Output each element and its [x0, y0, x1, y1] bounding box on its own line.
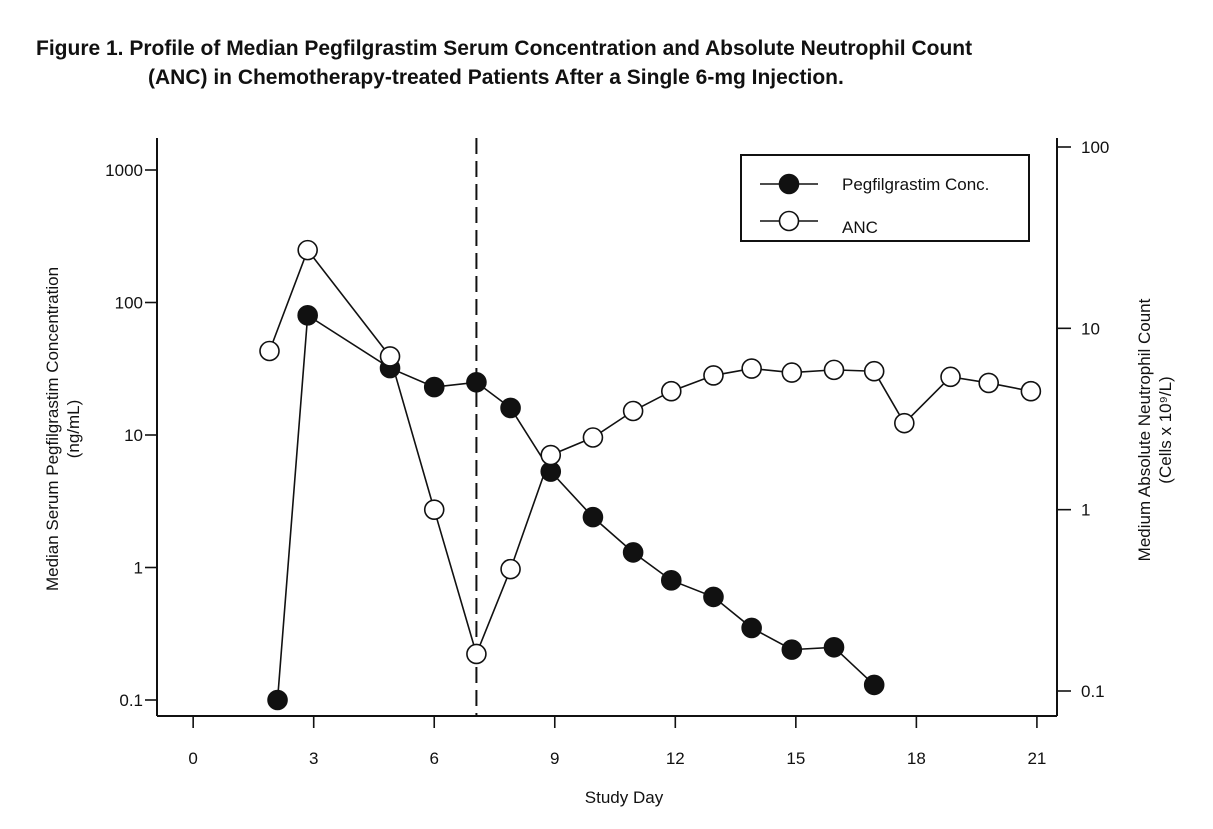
data-point-anc — [660, 380, 682, 402]
data-point-pegfilgrastim — [781, 639, 803, 660]
legend-label-anc: ANC — [842, 218, 878, 237]
data-point-anc — [540, 444, 562, 466]
right-tick-label: 0.1 — [1081, 682, 1105, 701]
data-point-anc — [423, 499, 445, 520]
data-point-pegfilgrastim — [466, 371, 487, 393]
left-tick-label: 1000 — [105, 161, 143, 180]
data-point-anc — [582, 427, 604, 448]
legend: Pegfilgrastim Conc. ANC — [740, 154, 1030, 242]
legend-label-pegfilgrastim: Pegfilgrastim Conc. — [842, 175, 989, 194]
data-point-pegfilgrastim — [423, 376, 445, 398]
left-tick-label: 10 — [124, 426, 143, 445]
x-tick-label: 6 — [429, 749, 438, 768]
data-point-pegfilgrastim — [500, 397, 521, 419]
chart-axes: 0 3 6 9 12 15 18 21 0.1 1 10 100 1000 0.1 1 10 100 — [105, 138, 1109, 768]
data-point-anc — [703, 365, 724, 386]
data-point-anc — [259, 340, 280, 362]
x-tick-label: 18 — [907, 749, 926, 768]
left-axis-title-line-1: Median Serum Pegfilgrastim Concentration — [43, 267, 62, 591]
x-tick-label: 9 — [550, 749, 559, 768]
data-point-anc — [863, 360, 885, 382]
left-tick-label: 1 — [134, 559, 143, 578]
series-group — [259, 239, 1042, 711]
data-point-pegfilgrastim — [267, 689, 288, 711]
data-point-pegfilgrastim — [703, 586, 724, 608]
figure-title-line-2: (ANC) in Chemotherapy-treated Patients A… — [148, 66, 844, 89]
x-tick-label: 0 — [188, 749, 197, 768]
x-tick-label: 21 — [1027, 749, 1046, 768]
data-point-pegfilgrastim — [660, 570, 682, 591]
legend-marker-anc — [778, 210, 800, 232]
data-point-anc — [297, 239, 318, 261]
data-point-pegfilgrastim — [582, 506, 604, 528]
right-axis-title-line-1: Medium Absolute Neutrophil Count — [1135, 298, 1154, 561]
x-tick-label: 12 — [666, 749, 685, 768]
data-point-anc — [940, 366, 961, 388]
data-point-anc — [978, 372, 999, 394]
right-tick-label: 10 — [1081, 319, 1100, 338]
left-tick-label: 0.1 — [119, 691, 143, 710]
data-point-anc — [500, 558, 521, 580]
right-tick-label: 100 — [1081, 138, 1109, 157]
right-tick-label: 1 — [1081, 501, 1090, 520]
left-axis-title: Median Serum Pegfilgrastim Concentration… — [43, 267, 83, 591]
figure-title: Figure 1. Profile of Median Pegfilgrasti… — [36, 34, 1196, 92]
data-point-anc — [379, 346, 401, 367]
data-point-anc — [1020, 380, 1042, 402]
data-point-anc — [622, 400, 644, 422]
series-line-anc — [268, 248, 1032, 657]
data-point-pegfilgrastim — [297, 305, 318, 326]
right-axis-title-line-2: (Cells x 10⁹/L) — [1156, 376, 1175, 483]
data-point-pegfilgrastim — [823, 636, 845, 658]
data-point-pegfilgrastim — [622, 542, 644, 563]
left-axis-title-line-2: (ng/mL) — [64, 400, 83, 459]
right-axis-title: Medium Absolute Neutrophil Count (Cells … — [1135, 298, 1175, 561]
figure-title-line-1: Figure 1. Profile of Median Pegfilgrasti… — [36, 37, 973, 60]
data-point-anc — [823, 359, 845, 381]
data-point-anc — [781, 362, 803, 383]
x-tick-label: 3 — [309, 749, 318, 768]
data-point-anc — [894, 412, 915, 434]
legend-marker-pegfilgrastim — [778, 173, 800, 195]
data-point-anc — [741, 358, 762, 379]
data-point-pegfilgrastim — [741, 617, 762, 639]
data-point-anc — [466, 643, 487, 665]
data-point-pegfilgrastim — [863, 674, 885, 696]
x-tick-label: 15 — [786, 749, 805, 768]
left-tick-label: 100 — [115, 294, 143, 313]
x-axis-title: Study Day — [585, 788, 664, 807]
